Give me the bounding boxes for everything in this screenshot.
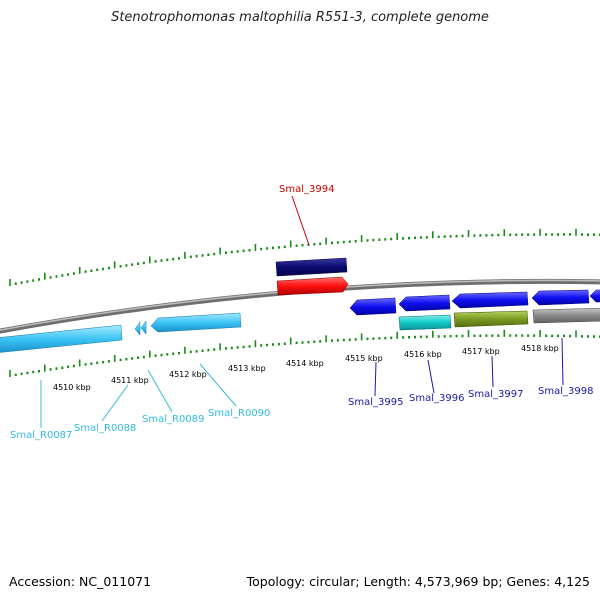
gene-olive-feature[interactable] [453,310,529,328]
gene-smal-3997-feature[interactable] [451,291,529,309]
gene-label-smal-r0088[interactable]: Smal_R0088 [74,423,136,434]
gene-smal-3995-feature[interactable] [349,297,397,316]
forward-strand-ticks [9,228,600,286]
scale-label: 4518 kbp [521,344,559,353]
gene-label-smal-r0087[interactable]: Smal_R0087 [10,430,72,441]
rna-smal-r0090-feature[interactable] [150,312,242,333]
rna-smal-r0087-feature[interactable] [0,324,123,353]
gene-label-smal-r0090[interactable]: Smal_R0090 [208,408,270,419]
scale-labels: 4510 kbp 4511 kbp 4512 kbp 4513 kbp 4514… [53,344,559,392]
gene-smal-3998-feature[interactable] [531,289,590,306]
rna-smal-r0088-feature[interactable] [134,321,141,336]
scale-label: 4513 kbp [228,364,266,373]
gene-gray-feature[interactable] [532,307,600,324]
gene-label-smal-3996[interactable]: Smal_3996 [409,393,464,404]
scale-label: 4510 kbp [53,383,91,392]
gene-label-smal-3994[interactable]: Smal_3994 [279,184,334,195]
gene-label-smal-r0089[interactable]: Smal_R0089 [142,414,204,425]
gene-smal-3994-red-feature[interactable] [276,276,349,296]
genome-summary-text: Topology: circular; Length: 4,573,969 bp… [246,574,590,589]
scale-label: 4517 kbp [462,347,500,356]
scale-label: 4512 kbp [169,370,207,379]
scale-label: 4511 kbp [111,376,149,385]
gene-next-feature[interactable] [589,289,600,303]
scale-label: 4515 kbp [345,354,383,363]
map-title: Stenotrophomonas maltophilia R551-3, com… [111,10,489,25]
gene-label-smal-3995[interactable]: Smal_3995 [348,397,403,408]
accession-text: Accession: NC_011071 [9,574,152,589]
scale-label: 4516 kbp [404,350,442,359]
label-leader-lines [40,195,564,428]
gene-label-smal-3997[interactable]: Smal_3997 [468,389,523,400]
gene-smal-3996-feature[interactable] [398,294,451,312]
reverse-strand-ticks [9,329,600,377]
rna-smal-r0089-feature[interactable] [140,320,147,335]
gene-labels: Smal_3994 Smal_3995 Smal_3996 Smal_3997 … [10,184,593,441]
gene-label-smal-3998[interactable]: Smal_3998 [538,386,593,397]
scale-label: 4514 kbp [286,359,324,368]
gene-teal-feature[interactable] [398,314,452,331]
gene-smal-3994-feature[interactable] [275,257,348,277]
